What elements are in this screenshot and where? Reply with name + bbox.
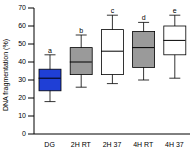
svg-text:2H 37: 2H 37 (103, 141, 122, 148)
svg-text:4H RT: 4H RT (133, 141, 154, 148)
svg-text:d: d (142, 14, 146, 21)
svg-text:10: 10 (18, 112, 26, 119)
svg-text:30: 30 (18, 76, 26, 83)
svg-text:40: 40 (18, 58, 26, 65)
svg-text:b: b (79, 27, 83, 34)
svg-text:0: 0 (22, 130, 26, 137)
svg-text:50: 50 (18, 40, 26, 47)
svg-text:20: 20 (18, 94, 26, 101)
svg-text:a: a (48, 47, 52, 54)
svg-text:DNA fragmentation (%): DNA fragmentation (%) (8, 39, 10, 111)
svg-text:2H RT: 2H RT (71, 141, 92, 148)
svg-text:70: 70 (18, 4, 26, 11)
svg-text:c: c (111, 7, 115, 14)
svg-text:DG: DG (44, 141, 55, 148)
svg-text:60: 60 (18, 22, 26, 29)
svg-text:e: e (173, 7, 177, 14)
svg-text:4H 37: 4H 37 (165, 141, 184, 148)
